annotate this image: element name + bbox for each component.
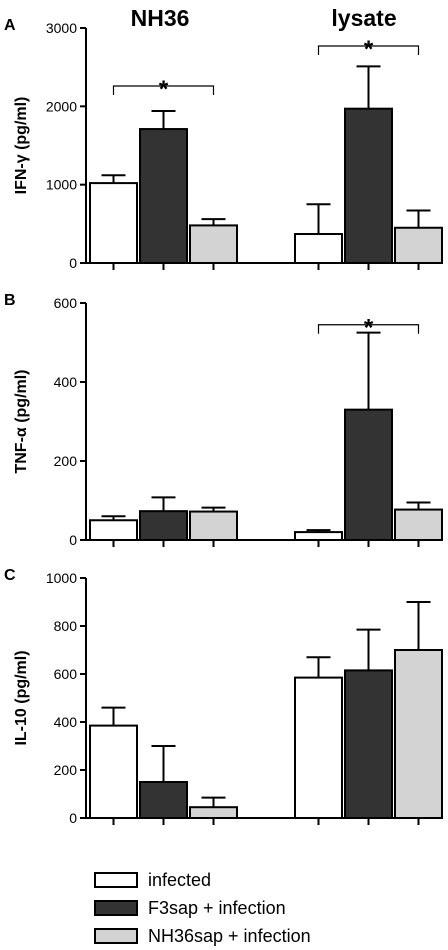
legend-swatch-infected: [94, 872, 138, 888]
y-tick-label: 800: [54, 618, 78, 634]
bar: [294, 531, 343, 541]
significance-bracket: [112, 85, 215, 95]
y-tick-label: 1000: [46, 177, 77, 193]
y-tick-label: 0: [69, 532, 77, 548]
bar: [344, 408, 393, 541]
y-tick-label: 400: [54, 714, 78, 730]
significance-star: *: [364, 36, 374, 63]
y-tick-label: 600: [54, 666, 78, 682]
y-axis-label: IL-10 (pg/ml): [13, 650, 30, 745]
y-tick-label: 1000: [46, 570, 77, 586]
y-tick-label: 200: [54, 762, 78, 778]
significance-bracket: [317, 45, 420, 56]
significance-star: *: [364, 315, 374, 342]
panel-a: A 0 1000 2000 3000 IFN-γ (pg/ml) * *: [4, 17, 443, 271]
legend-label-f3sap: F3sap + infection: [148, 897, 286, 918]
bar: [189, 224, 238, 264]
panel-letter-a: A: [4, 17, 16, 34]
y-tick-label: 200: [54, 453, 78, 469]
bar: [139, 128, 188, 264]
bar: [394, 649, 443, 819]
bar: [294, 233, 343, 264]
y-tick-label: 400: [54, 374, 78, 390]
bar: [139, 781, 188, 819]
legend: infected F3sap + infection NH36sap + inf…: [94, 866, 311, 950]
bar: [189, 806, 238, 820]
bar: [344, 107, 393, 264]
legend-label-nh36sap: NH36sap + infection: [148, 925, 311, 946]
y-tick-label: 0: [69, 255, 77, 271]
legend-item-nh36sap: NH36sap + infection: [94, 922, 311, 950]
legend-item-infected: infected: [94, 866, 311, 894]
legend-label-infected: infected: [148, 869, 212, 890]
bar: [344, 669, 393, 820]
panel-b: B 0 200 400 600 TNF-α (pg/ml) *: [4, 292, 443, 548]
panel-letter-c: C: [4, 567, 16, 584]
legend-item-f3sap: F3sap + infection: [94, 894, 311, 922]
bar: [394, 226, 443, 264]
bar: [189, 510, 238, 541]
bar: [139, 510, 188, 542]
bar: [89, 724, 138, 819]
bar: [89, 182, 138, 265]
y-tick-label: 3000: [46, 20, 77, 36]
column-title-lysate: lysate: [331, 5, 396, 31]
y-tick-label: 0: [69, 810, 77, 826]
panel-letter-b: B: [4, 292, 16, 309]
y-axis-label: TNF-α (pg/ml): [13, 369, 30, 473]
column-title-nh36: NH36: [131, 5, 190, 31]
legend-swatch-nh36sap: [94, 928, 138, 944]
y-tick-label: 2000: [46, 98, 77, 114]
significance-bracket: [317, 324, 420, 334]
bar: [89, 519, 138, 541]
bar: [294, 676, 343, 819]
legend-swatch-f3sap: [94, 900, 138, 916]
significance-star: *: [159, 76, 169, 103]
y-tick-label: 600: [54, 295, 78, 311]
y-axis-label: IFN-γ (pg/ml): [13, 97, 30, 195]
bar: [394, 508, 443, 541]
panel-c: C 0 200 400 600 800 1000 IL-10 (pg/ml): [4, 567, 443, 826]
